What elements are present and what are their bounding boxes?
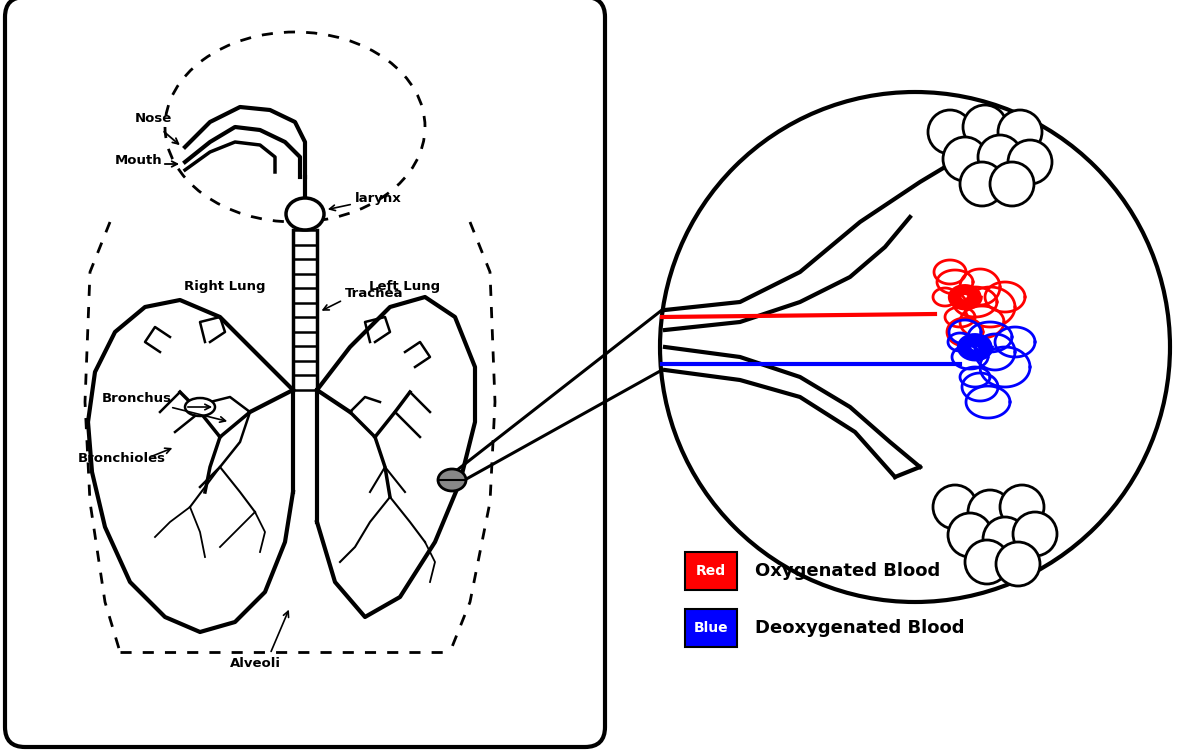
Text: Left Lung: Left Lung <box>370 280 440 293</box>
Circle shape <box>943 137 986 181</box>
Ellipse shape <box>286 198 324 230</box>
Circle shape <box>1008 140 1052 184</box>
Circle shape <box>998 110 1042 154</box>
Ellipse shape <box>185 398 215 416</box>
Text: Red: Red <box>696 564 726 578</box>
FancyBboxPatch shape <box>685 552 737 590</box>
Circle shape <box>948 513 992 557</box>
Circle shape <box>928 110 972 154</box>
Text: Oxygenated Blood: Oxygenated Blood <box>755 562 941 580</box>
Circle shape <box>1000 485 1044 529</box>
Circle shape <box>968 490 1012 534</box>
Text: Bronchioles: Bronchioles <box>78 452 166 465</box>
Circle shape <box>960 162 1004 206</box>
Text: Trachea: Trachea <box>346 287 403 300</box>
Text: Blue: Blue <box>694 621 728 635</box>
Text: Alveoli: Alveoli <box>229 657 281 670</box>
Text: Deoxygenated Blood: Deoxygenated Blood <box>755 619 965 637</box>
Ellipse shape <box>438 469 466 491</box>
FancyBboxPatch shape <box>685 609 737 647</box>
Circle shape <box>660 92 1170 602</box>
Text: Bronchus: Bronchus <box>102 392 172 405</box>
Circle shape <box>1013 512 1057 556</box>
Text: Nose: Nose <box>134 112 173 125</box>
Circle shape <box>965 540 1009 584</box>
FancyBboxPatch shape <box>5 0 605 747</box>
Circle shape <box>964 105 1007 149</box>
Circle shape <box>934 485 977 529</box>
Circle shape <box>990 162 1034 206</box>
Circle shape <box>983 517 1027 561</box>
Circle shape <box>996 542 1040 586</box>
Text: Mouth: Mouth <box>115 154 163 167</box>
Text: larynx: larynx <box>355 192 402 205</box>
Text: Right Lung: Right Lung <box>185 280 265 293</box>
Circle shape <box>978 135 1022 179</box>
